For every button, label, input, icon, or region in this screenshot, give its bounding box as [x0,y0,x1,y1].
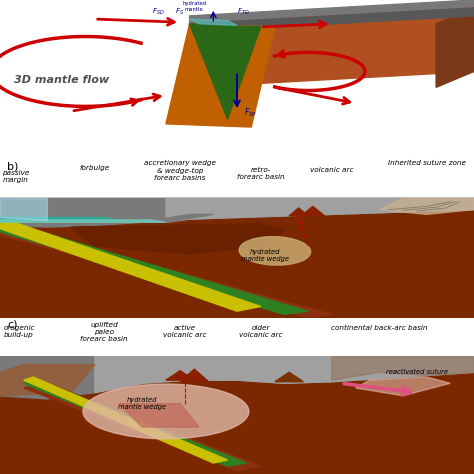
Polygon shape [166,24,275,127]
Polygon shape [0,356,474,399]
Text: $F_{S}$: $F_{S}$ [175,7,184,18]
Polygon shape [190,24,261,119]
Polygon shape [190,8,474,87]
Text: $F_{SD}$: $F_{SD}$ [152,7,164,18]
Text: accretionary wedge
& wedge-top
forearc basins: accretionary wedge & wedge-top forearc b… [144,160,216,181]
Text: c): c) [7,320,18,330]
Polygon shape [0,220,166,222]
Ellipse shape [83,384,249,439]
Text: volcanic arc: volcanic arc [310,167,354,173]
Polygon shape [332,356,474,380]
Polygon shape [24,383,261,471]
Text: forbulge: forbulge [80,165,110,171]
Polygon shape [0,224,308,314]
Polygon shape [275,373,303,382]
Text: hydrated
mantle wedge: hydrated mantle wedge [118,397,166,410]
Polygon shape [24,377,228,463]
Polygon shape [166,371,194,380]
Polygon shape [190,0,474,24]
Polygon shape [71,224,284,254]
Polygon shape [24,380,246,466]
Text: uplifted
paleo
forearc basin: uplifted paleo forearc basin [81,322,128,342]
Text: active
volcanic arc: active volcanic arc [163,325,207,338]
Polygon shape [436,8,474,87]
Polygon shape [0,199,47,221]
Polygon shape [0,218,118,221]
Polygon shape [166,199,474,222]
Text: $F_{SP}$: $F_{SP}$ [244,107,257,119]
Polygon shape [379,199,474,214]
Polygon shape [142,214,213,222]
Polygon shape [0,356,474,474]
Text: older
volcanic arc: older volcanic arc [239,325,283,338]
Polygon shape [301,207,325,216]
Polygon shape [0,199,474,318]
Text: Inherited suture zone: Inherited suture zone [388,160,465,166]
Text: passive
margin: passive margin [2,170,30,183]
Ellipse shape [239,237,310,265]
Text: 3D mantle flow: 3D mantle flow [14,74,109,84]
Polygon shape [0,221,261,311]
Polygon shape [95,356,474,392]
Polygon shape [0,365,95,396]
Polygon shape [0,318,474,365]
Text: reactivated suture: reactivated suture [386,369,448,375]
Text: continental back-arc basin: continental back-arc basin [331,325,428,331]
Polygon shape [0,199,474,227]
Polygon shape [118,403,199,427]
Text: retro-
forearc basin: retro- forearc basin [237,167,284,180]
Text: $F_{TD}$: $F_{TD}$ [237,7,249,18]
Text: orogenic
build-up: orogenic build-up [3,325,35,338]
Polygon shape [0,159,474,199]
Polygon shape [356,377,450,396]
Polygon shape [0,227,332,318]
Polygon shape [190,19,237,26]
Polygon shape [180,369,209,382]
Text: b): b) [7,161,18,171]
Polygon shape [289,208,308,216]
Text: hydrated
mantle: hydrated mantle [182,1,206,12]
Polygon shape [190,8,474,32]
Text: hydrated
mantle wedge: hydrated mantle wedge [241,249,290,262]
